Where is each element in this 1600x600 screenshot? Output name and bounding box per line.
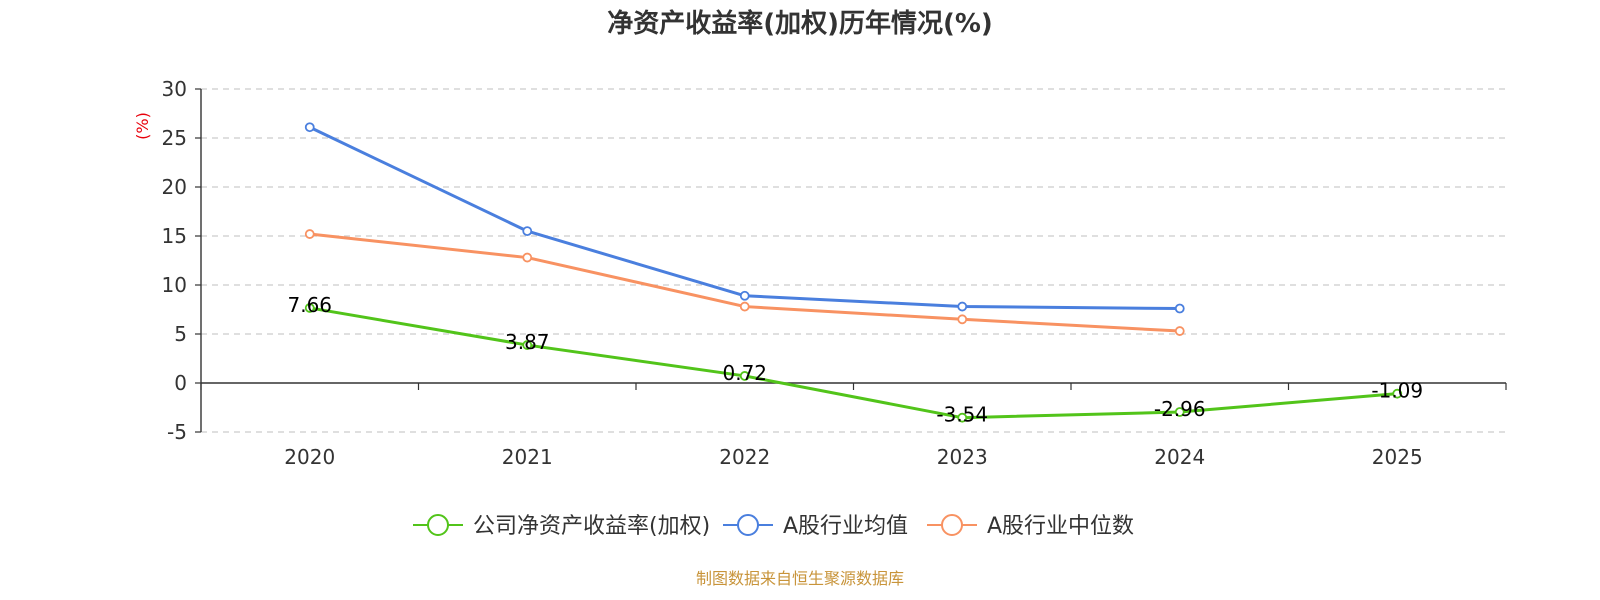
data-point: [1392, 388, 1403, 399]
data-label: 3.87: [505, 330, 550, 354]
x-tick-labels: 2020 2021 2022 2023 2024 2025: [284, 445, 1422, 469]
data-point: [739, 371, 750, 381]
data-point: [1174, 303, 1185, 314]
grid-lines: [201, 88, 1506, 433]
data-point: [304, 122, 315, 133]
y-tick-label: -5: [167, 420, 187, 444]
data-point: [957, 314, 968, 325]
data-point: [957, 412, 968, 423]
legend-marker-icon: [941, 514, 963, 536]
data-labels: 7.66 3.87 0.72 -3.54 -2.96 -1.09: [287, 293, 1423, 427]
data-point: [1174, 407, 1185, 417]
y-tick-label: 0: [174, 371, 187, 395]
x-tick-label: 2020: [284, 445, 335, 469]
data-label: 7.66: [287, 293, 332, 317]
y-tick-label: 30: [162, 77, 187, 101]
axes: [195, 88, 1507, 433]
data-point: [1174, 326, 1185, 336]
series-line-2: [309, 232, 1180, 333]
data-label: -3.54: [936, 403, 988, 427]
y-tick-label: 10: [162, 273, 187, 297]
data-point: [957, 301, 968, 312]
legend-item-1[interactable]: A股行业均值: [723, 514, 908, 539]
data-point: [522, 252, 533, 263]
y-tick-label: 15: [162, 224, 187, 248]
y-tick-labels: -5 0 5 10 15 20 25 30: [162, 77, 187, 444]
data-label: 0.72: [722, 361, 767, 385]
y-tick-label: 20: [162, 175, 187, 199]
source-note: 制图数据来自恒生聚源数据库: [696, 569, 904, 588]
legend-label: A股行业均值: [783, 514, 908, 539]
legend-label: 公司净资产收益率(加权): [473, 514, 710, 539]
legend-item-2[interactable]: A股行业中位数: [927, 514, 1134, 539]
legend[interactable]: 公司净资产收益率(加权) A股行业均值 A股行业中位数: [413, 514, 1134, 539]
data-label: -2.96: [1154, 397, 1206, 421]
y-tick-label: 5: [174, 322, 187, 346]
chart-title: 净资产收益率(加权)历年情况(%): [607, 8, 993, 39]
data-point: [739, 301, 750, 312]
data-point: [522, 226, 533, 237]
legend-marker-icon: [737, 514, 759, 536]
data-point: [522, 340, 533, 350]
data-point: [739, 290, 750, 301]
y-tick-label: 25: [162, 126, 187, 150]
x-tick-label: 2023: [937, 445, 988, 469]
series-group: [304, 122, 1403, 423]
x-tick-label: 2021: [502, 445, 553, 469]
series-line-0: [309, 306, 1398, 420]
x-tick-label: 2024: [1154, 445, 1205, 469]
data-point: [304, 303, 315, 313]
legend-label: A股行业中位数: [987, 514, 1134, 539]
legend-item-0[interactable]: 公司净资产收益率(加权): [413, 514, 710, 539]
legend-marker-icon: [427, 514, 449, 536]
y-axis-label: (%): [133, 112, 152, 140]
data-point: [304, 229, 315, 239]
x-tick-label: 2025: [1372, 445, 1423, 469]
x-tick-label: 2022: [719, 445, 770, 469]
series-line-1: [309, 125, 1180, 311]
data-label: -1.09: [1371, 379, 1423, 403]
